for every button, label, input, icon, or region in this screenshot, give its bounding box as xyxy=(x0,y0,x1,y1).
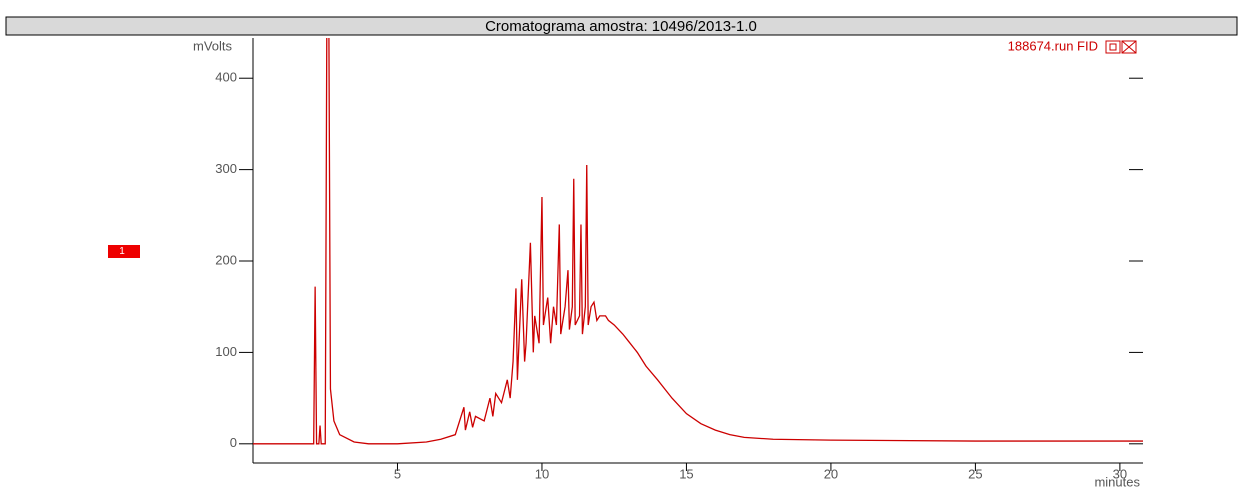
x-tick-label: 10 xyxy=(535,466,549,481)
x-tick-label: 20 xyxy=(824,466,838,481)
legend-entry: 188674.run FID xyxy=(1008,38,1098,53)
y-tick-label: 300 xyxy=(215,161,237,176)
chart-title: Cromatograma amostra: 10496/2013-1.0 xyxy=(485,18,757,35)
series-line xyxy=(253,38,1143,445)
peak-marker xyxy=(108,245,140,258)
x-axis-label: minutes xyxy=(1094,474,1140,489)
window-icon-inner xyxy=(1109,43,1117,51)
title-bar xyxy=(5,16,1238,36)
plot-area xyxy=(253,38,1143,445)
y-tick-label: 0 xyxy=(230,435,237,450)
x-tick-label: 30 xyxy=(1113,466,1127,481)
y-axis-label: mVolts xyxy=(193,38,233,53)
peak-marker-label: 1 xyxy=(119,246,125,257)
x-tick-label: 25 xyxy=(968,466,982,481)
y-tick-label: 100 xyxy=(215,344,237,359)
close-icon-cross xyxy=(1121,40,1137,54)
y-tick-label: 200 xyxy=(215,252,237,267)
window-icon[interactable] xyxy=(1105,40,1121,54)
x-tick-label: 5 xyxy=(394,466,401,481)
y-tick-label: 400 xyxy=(215,70,237,85)
x-tick-label: 15 xyxy=(679,466,693,481)
close-icon[interactable] xyxy=(1121,40,1137,54)
